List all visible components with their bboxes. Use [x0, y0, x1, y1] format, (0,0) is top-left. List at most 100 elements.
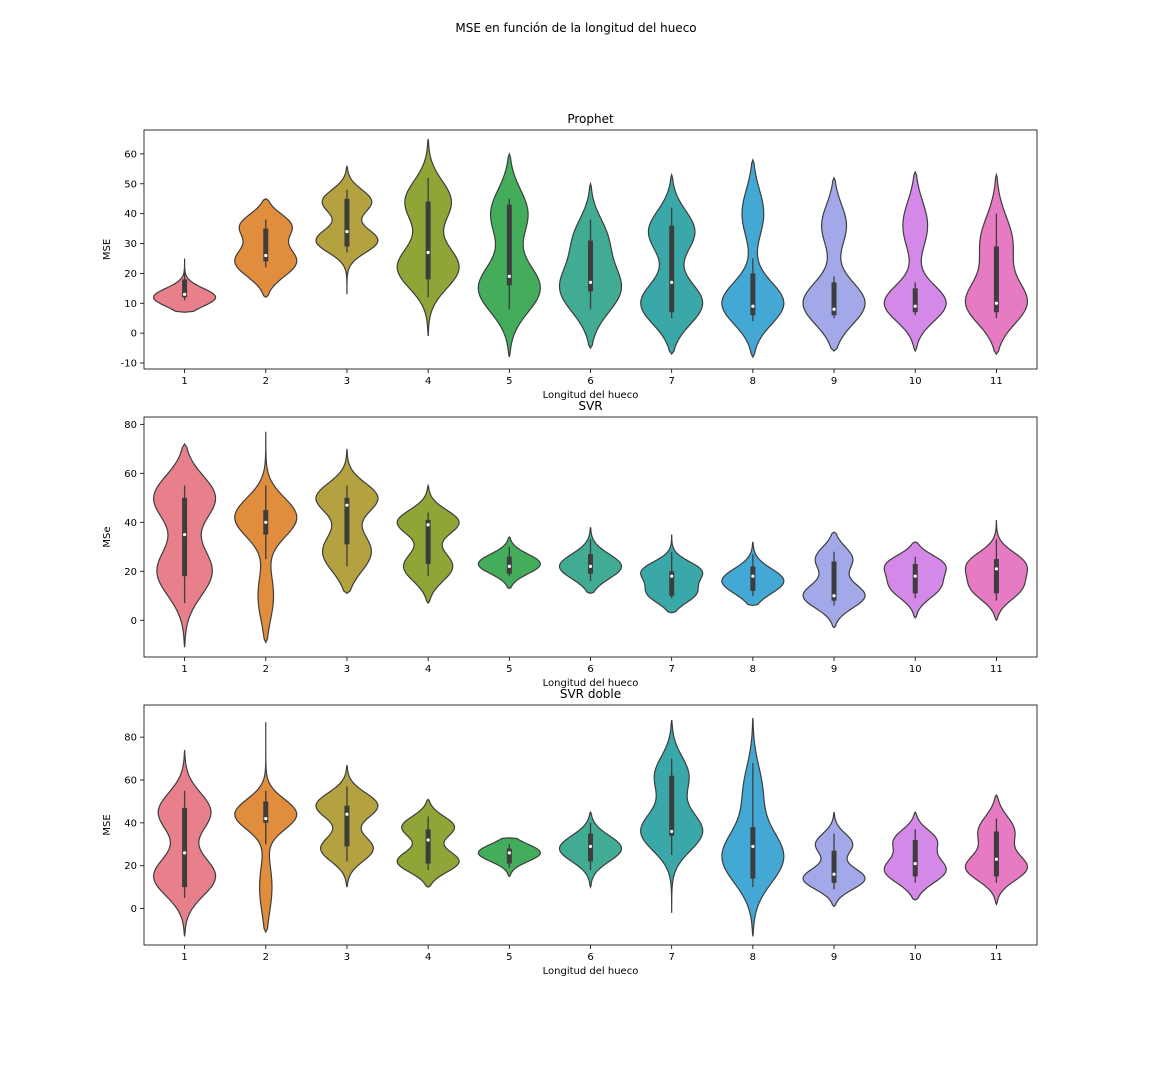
y-axis-label: MSE — [102, 814, 113, 835]
violin-iqr-box — [669, 571, 675, 596]
violin-iqr-box — [669, 775, 675, 836]
x-tick-label: 1 — [181, 952, 187, 963]
y-tick-label: -10 — [121, 359, 137, 370]
x-axis-label: Longitud del hueco — [543, 678, 639, 689]
y-tick-label: 40 — [124, 818, 137, 829]
violin-iqr-box — [750, 566, 756, 591]
violin-iqr-box — [750, 827, 756, 879]
x-tick-label: 4 — [425, 952, 431, 963]
violin-median-dot — [264, 520, 268, 524]
x-tick-label: 8 — [750, 664, 756, 675]
panel-title: Prophet — [567, 112, 614, 126]
violin-median-dot — [913, 574, 917, 578]
x-tick-label: 6 — [587, 376, 593, 387]
violin-median-dot — [426, 838, 430, 842]
x-axis-label: Longitud del hueco — [543, 390, 639, 401]
y-tick-label: 60 — [124, 469, 137, 480]
y-tick-label: 20 — [124, 861, 137, 872]
x-tick-label: 7 — [668, 952, 674, 963]
y-tick-label: 0 — [131, 904, 137, 915]
violin-iqr-box — [993, 246, 999, 313]
x-tick-label: 2 — [263, 664, 269, 675]
violin-median-dot — [426, 250, 430, 255]
x-tick-label: 4 — [425, 664, 431, 675]
violin-median-dot — [182, 851, 187, 855]
x-tick-label: 8 — [750, 376, 756, 387]
violin-iqr-box — [344, 805, 350, 847]
violin-median-dot — [264, 816, 268, 821]
violin-median-dot — [345, 503, 349, 507]
x-axis-label: Longitud del hueco — [543, 966, 639, 977]
y-tick-label: 0 — [131, 616, 137, 627]
violin-iqr-box — [912, 563, 918, 594]
x-tick-label: 9 — [831, 664, 837, 675]
violin-iqr-box — [506, 848, 512, 864]
x-tick-label: 4 — [425, 376, 431, 387]
violin-median-dot — [588, 280, 593, 284]
violin-median-dot — [507, 851, 511, 855]
x-tick-label: 11 — [990, 664, 1003, 675]
violin-median-dot — [345, 229, 349, 234]
violin-iqr-box — [831, 561, 837, 601]
x-tick-label: 11 — [990, 952, 1003, 963]
violin-median-dot — [426, 523, 430, 527]
violin-median-dot — [264, 253, 268, 258]
violin-iqr-box — [588, 554, 593, 574]
x-tick-label: 3 — [344, 376, 350, 387]
violin-iqr-box — [831, 850, 837, 883]
violin-iqr-box — [831, 282, 837, 316]
violin-median-dot — [913, 861, 917, 866]
x-tick-label: 6 — [587, 952, 593, 963]
panel-2: SVR 0 20 40 60 80 1 2 3 4 5 6 7 8 9 10 11 Longitud del hu… — [102, 399, 1038, 689]
violin-median-dot — [751, 304, 755, 308]
y-tick-label: 80 — [124, 733, 137, 744]
x-tick-label: 2 — [263, 952, 269, 963]
y-tick-label: 60 — [124, 149, 137, 160]
y-tick-label: 20 — [124, 269, 137, 280]
y-tick-label: 60 — [124, 776, 137, 787]
x-tick-label: 3 — [344, 664, 350, 675]
x-tick-label: 9 — [831, 376, 837, 387]
violin-median-dot — [751, 574, 755, 578]
y-tick-label: 40 — [124, 209, 137, 220]
x-tick-label: 3 — [344, 952, 350, 963]
panel-title: SVR doble — [560, 687, 621, 701]
violin-median-dot — [345, 812, 349, 816]
violin-iqr-box — [425, 829, 431, 864]
violin-iqr-box — [344, 497, 350, 545]
violin-iqr-box — [993, 559, 999, 594]
y-tick-label: 80 — [124, 420, 137, 431]
x-tick-label: 7 — [668, 664, 674, 675]
x-tick-label: 8 — [750, 952, 756, 963]
violin-median-dot — [182, 292, 187, 296]
x-tick-label: 7 — [668, 376, 674, 387]
violin-median-dot — [588, 844, 593, 849]
violin-median-dot — [670, 829, 674, 834]
violin-iqr-box — [912, 840, 918, 877]
figure-suptitle: MSE en función de la longitud del hueco — [455, 21, 696, 35]
violin-iqr-box — [588, 240, 593, 292]
y-tick-label: 50 — [124, 179, 137, 190]
x-tick-label: 5 — [506, 664, 512, 675]
violin-median-dot — [994, 567, 999, 571]
x-tick-label: 10 — [909, 664, 922, 675]
x-tick-label: 6 — [587, 664, 593, 675]
violin-median-dot — [832, 872, 836, 876]
x-tick-label: 10 — [909, 952, 922, 963]
violin-iqr-box — [182, 279, 188, 298]
violin-iqr-box — [425, 201, 431, 280]
violin-9 — [802, 176, 866, 352]
y-tick-label: 10 — [124, 299, 137, 310]
violin-median-dot — [994, 857, 999, 861]
violin-median-dot — [832, 594, 836, 598]
violin-median-dot — [182, 532, 187, 537]
violin-median-dot — [588, 564, 593, 568]
x-tick-label: 1 — [181, 664, 187, 675]
x-tick-label: 11 — [990, 376, 1003, 387]
x-tick-label: 2 — [263, 376, 269, 387]
violin-iqr-box — [912, 288, 918, 313]
x-tick-label: 1 — [181, 376, 187, 387]
violin-iqr-box — [425, 519, 431, 564]
violin-median-dot — [832, 307, 836, 311]
